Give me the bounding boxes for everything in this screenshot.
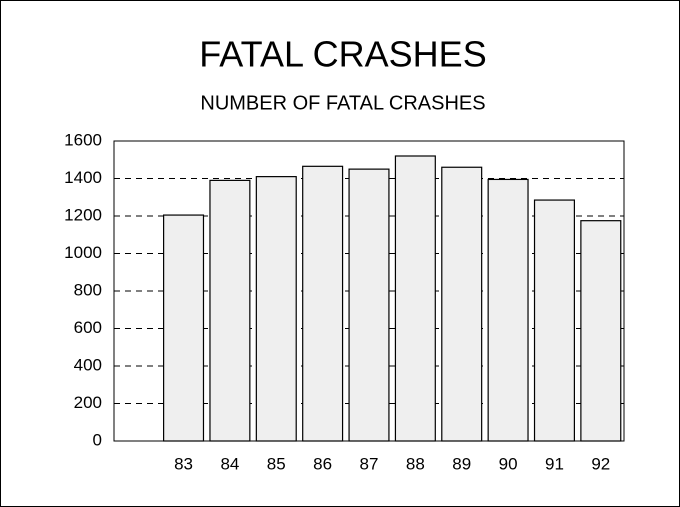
x-tick-label: 85 [267,454,286,473]
bar [441,166,483,442]
x-tick-label: 91 [545,454,564,473]
x-tick-label: 88 [406,454,425,473]
chart-title: FATAL CRASHES [199,34,486,75]
y-tick-label: 800 [74,280,102,299]
y-tick-label: 400 [74,355,102,374]
x-tick-label: 90 [499,454,518,473]
x-tick-label: 84 [220,454,239,473]
y-tick-label: 0 [93,430,102,449]
y-tick-label: 200 [74,393,102,412]
bar [487,178,529,442]
bar [348,168,390,442]
bar [209,179,251,442]
y-tick-label: 1600 [64,130,102,149]
bar [394,155,436,442]
y-tick-label: 1400 [64,168,102,187]
bar [302,165,344,442]
bar [163,214,205,442]
bar [533,199,575,442]
x-tick-label: 83 [174,454,193,473]
bar [255,176,297,442]
y-tick-label: 1000 [64,243,102,262]
x-tick-label: 92 [591,454,610,473]
bar [580,220,622,442]
x-tick-label: 86 [313,454,332,473]
x-tick-label: 87 [360,454,379,473]
x-tick-label: 89 [452,454,471,473]
y-tick-label: 600 [74,318,102,337]
chart-subtitle: NUMBER OF FATAL CRASHES [200,92,485,114]
y-tick-label: 1200 [64,205,102,224]
